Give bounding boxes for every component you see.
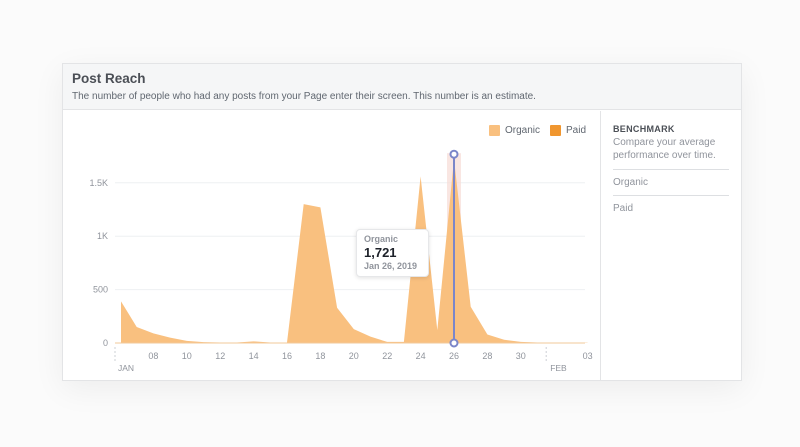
benchmark-panel: BENCHMARK Compare your average performan… [601,111,741,380]
post-reach-card: Post Reach The number of people who had … [62,63,742,381]
y-tick-label: 1.5K [89,178,108,188]
x-tick-label: 24 [416,351,426,361]
chart-tooltip: Organic 1,721 Jan 26, 2019 [356,229,429,277]
x-tick-label: 14 [249,351,259,361]
paid-swatch-icon [549,125,561,136]
x-tick-label: 22 [382,351,392,361]
x-tick-label: 20 [349,351,359,361]
x-tick-label: 10 [182,351,192,361]
chart-area[interactable]: Organic Paid 0 500 1K 1.5K 08 10 12 14 16 18 20 22 2… [63,111,601,380]
tooltip-date: Jan 26, 2019 [364,261,418,271]
chart-legend: Organic Paid [488,125,586,136]
card-title: Post Reach [72,71,146,86]
y-tick-label: 1K [97,231,108,241]
organic-swatch-icon [488,125,500,136]
y-tick-label: 0 [103,338,108,348]
card-subtitle: The number of people who had any posts f… [72,91,536,102]
x-tick-label: 08 [148,351,158,361]
benchmark-organic[interactable]: Organic [613,170,729,196]
benchmark-paid[interactable]: Paid [613,203,634,214]
hover-point-top[interactable] [449,149,459,159]
tooltip-value: 1,721 [364,245,397,260]
benchmark-description: Compare your average performance over ti… [613,136,729,170]
tooltip-series: Organic [364,234,399,244]
card-header: Post Reach The number of people who had … [63,64,741,110]
legend-item-paid[interactable]: Paid [549,125,586,136]
x-tick-label: 12 [215,351,225,361]
organic-area [121,159,588,343]
month-label-feb: FEB [550,363,567,373]
reach-area-chart: 0 500 1K 1.5K 08 10 12 14 16 18 20 22 24 26 28 30 03 JAN F… [89,149,593,373]
x-tick-label: 26 [449,351,459,361]
month-label-jan: JAN [118,363,134,373]
x-tick-label: 18 [315,351,325,361]
hover-point-bottom[interactable] [449,338,459,348]
x-tick-label: 28 [482,351,492,361]
legend-label-paid: Paid [565,125,586,136]
legend-label-organic: Organic [504,125,540,136]
benchmark-heading: BENCHMARK [613,124,675,134]
y-tick-label: 500 [93,285,108,295]
x-tick-label: 30 [516,351,526,361]
legend-item-organic[interactable]: Organic [488,125,540,136]
x-tick-label: 16 [282,351,292,361]
x-tick-label: 03 [583,351,593,361]
